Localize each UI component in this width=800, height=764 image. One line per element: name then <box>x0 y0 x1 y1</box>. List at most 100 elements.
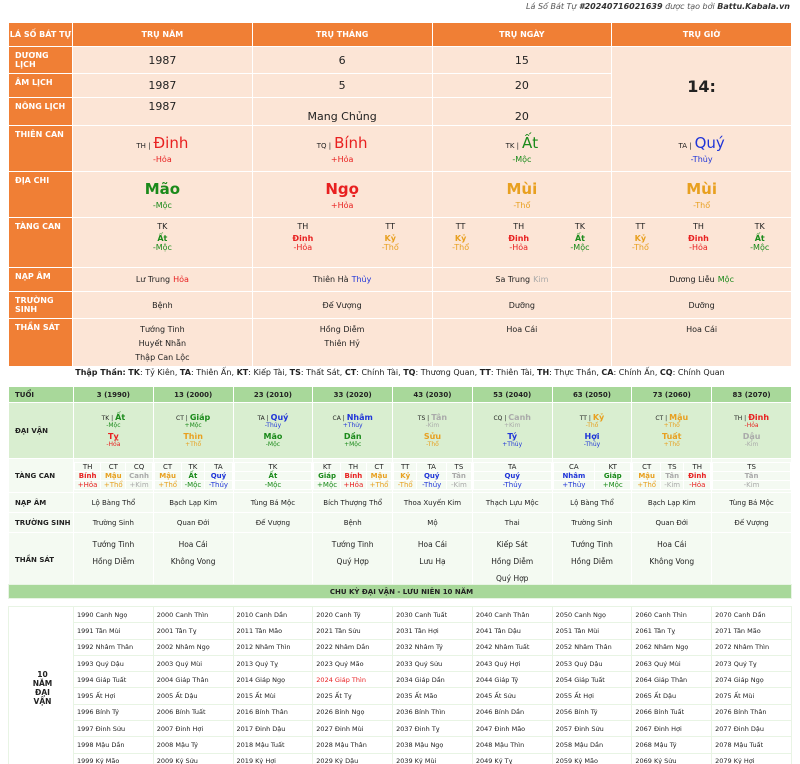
credit-site[interactable]: Battu.Kabala.vn <box>717 2 790 11</box>
chu-ky-year-cell: 2065 Ất Dậu <box>631 687 713 705</box>
chu-ky-year-cell: 2034 Giáp Dần <box>392 671 473 689</box>
dv-tc-tag: CT <box>632 461 661 472</box>
dv-tc-element: +Mộc <box>594 479 632 490</box>
credit-line: Lá Số Bát Tự #20240716021639 được tạo bở… <box>526 2 790 11</box>
dv-tc-name: Kỷ <box>393 470 418 481</box>
chu-ky-year-cell: 2035 Ất Mão <box>392 687 473 705</box>
dai-van-can: Giáp <box>189 413 211 422</box>
thien-can-cell: TK | Ất -Mộc <box>431 125 613 172</box>
tang-can-tag: TK <box>157 222 168 231</box>
dv-than-sat-cell: Hoa Cái Không Vong <box>631 532 713 588</box>
dia-chi-element: -Mộc <box>152 200 172 210</box>
dv-tc-els: -Kim <box>712 479 791 490</box>
chu-ky-year-cell: 2019 Kỷ Hợi <box>232 752 314 764</box>
tang-can-element: -Hỏa <box>293 243 313 252</box>
dai-van-can-tag: CT | <box>176 415 188 422</box>
dv-tc-tags: CT TK TA <box>153 461 233 472</box>
tang-can-elements: -Hỏa -Thổ <box>255 243 430 252</box>
chu-ky-year-cell: 2015 Ất Mùi <box>232 687 314 705</box>
chu-ky-year-cell: 2061 Tân Tỵ <box>631 622 713 640</box>
legend-key: CA <box>601 368 614 377</box>
than-sat-item: Thiên Hỷ <box>324 339 360 348</box>
tuoi-cell: 13 (2000) <box>152 386 234 403</box>
dv-tc-name: Bính <box>73 470 102 481</box>
tang-can-name: Đinh <box>292 234 314 243</box>
tang-can-element: -Thổ <box>631 243 649 252</box>
chu-ky-year-cell: 2046 Bính Dần <box>471 703 553 722</box>
legend-label: Thập Thần: <box>75 368 126 377</box>
dv-tc-tags: TS <box>712 461 791 472</box>
chu-ky-year-cell: 2009 Kỷ Sửu <box>152 752 234 764</box>
nap-am-text: Dương Liễu <box>669 275 715 284</box>
dv-tc-element: +Hỏa <box>73 479 102 490</box>
tang-can-tag: TT <box>635 222 646 231</box>
dv-than-sat-cell: Tướng Tinh Quý Hợp <box>312 532 394 588</box>
row-label-tang-can: TÀNG CAN <box>8 217 73 268</box>
thien-can-name: Bính <box>334 134 368 152</box>
dia-chi-element: +Hỏa <box>330 200 354 210</box>
dv-truong-sinh-cell: Trường Sinh <box>73 512 154 533</box>
dai-van-chi: Sửu <box>423 432 442 441</box>
dai-van-cell: TS | Tân -Kim Sửu -Thổ <box>392 402 473 459</box>
legend-value: Thực Thần <box>554 368 597 377</box>
dv-tc-element: +Thổ <box>153 479 182 490</box>
dv-tc-names: Nhâm Giáp <box>552 470 632 481</box>
nap-am-cell: Dương Liễu Mộc <box>611 267 792 292</box>
dv-truong-sinh-cell: Trường Sinh <box>551 512 633 533</box>
dv-tc-name: Bính <box>339 470 367 481</box>
dv-tc-tag: TH <box>339 461 367 472</box>
tang-can-tag: TK <box>754 222 765 231</box>
chu-ky-year-cell: 2031 Tân Hợi <box>392 622 473 640</box>
chu-ky-row: 1992 Nhâm Thân 2002 Nhâm Ngọ 2012 Nhâm Thì… <box>9 638 792 656</box>
chu-ky-year-cell: 1995 Ất Hợi <box>73 687 154 705</box>
dv-than-sat-item: Quý Hợp <box>336 557 369 566</box>
dai-van-can-tag: TH | <box>734 415 747 422</box>
tang-can-cell: TT TH TK Kỷ Đinh Ất -Thổ -Hỏa -Mộc <box>431 217 613 268</box>
dai-van-can-element: -Mộc <box>106 422 121 429</box>
chu-ky-spacer <box>9 599 792 607</box>
tuoi-row: TUỔI 3 (1990) 13 (2000) 23 (2010) 33 (2020) 4… <box>8 386 792 403</box>
tang-can-element: -Thổ <box>381 243 399 252</box>
dai-van-can-tag: TK | <box>101 415 114 422</box>
dai-van-can-tag: TT | <box>579 415 591 422</box>
dai-van-cell: CA | Nhâm +Thủy Dần +Mộc <box>312 402 394 459</box>
dai-van-can-element: -Thủy <box>264 422 282 429</box>
thien-can-name: Ất <box>522 134 539 152</box>
thien-can-element: -Thủy <box>690 155 713 164</box>
chu-ky-side-word: NĂM <box>32 678 53 688</box>
tang-can-element: -Mộc <box>750 243 770 252</box>
dai-van-chi: Mão <box>263 432 283 441</box>
dv-tc-name: Mậu <box>365 470 393 481</box>
row-label-am-lich: ÂM LỊCH <box>8 73 73 98</box>
tuoi-label: TUỔI <box>8 386 74 403</box>
chu-ky-row: 1991 Tân Mùi 2001 Tân Tỵ 2011 Tân Mão 2021 … <box>9 622 792 640</box>
tang-can-elements: -Thổ -Hỏa -Mộc <box>435 243 610 252</box>
dia-chi-cell: Mùi -Thổ <box>431 171 613 218</box>
duong-lich-month: 6 <box>251 46 433 74</box>
dv-tc-els: +Mộc +Hỏa +Thổ <box>313 479 393 490</box>
duong-lich-day: 15 <box>431 46 613 74</box>
dai-van-cell: TH | Đinh -Hỏa Dậu -Kim <box>711 402 792 459</box>
than-sat-item: Thập Can Lộc <box>135 353 190 362</box>
legend-value: Thất Sát <box>306 368 340 377</box>
truong-sinh-cell: Dưỡng <box>431 291 613 319</box>
dv-tc-element: +Thổ <box>632 479 661 490</box>
chu-ky-year-cell: 2024 Giáp Thìn <box>312 671 394 689</box>
legend-value: Thương Quan <box>420 368 475 377</box>
nap-am-element: Kim <box>533 275 549 284</box>
legend-key: TA <box>179 368 191 377</box>
legend-value: Chính Tài <box>361 368 399 377</box>
dv-tang-can-inner: CA KT Nhâm Giáp +Thủy +Mộc <box>552 461 632 490</box>
chu-ky-year-cell: 2012 Nhâm Thìn <box>232 638 314 656</box>
nong-lich-month: Mang Chủng <box>251 97 433 126</box>
dai-van-can: Kỷ <box>592 413 605 422</box>
dv-tc-tags: CA KT <box>552 461 632 472</box>
dv-tc-names: Tân <box>712 470 791 481</box>
dv-than-sat-item: Hồng Diễm <box>571 557 613 566</box>
dv-tang-can-row: TÀNG CAN TH CT CQ Bính Mậu Canh +Hỏa +Thổ +Kim CT T… <box>8 458 792 493</box>
chu-ky-year-cell: 2026 Bính Ngọ <box>312 703 394 722</box>
tang-can-element: -Mộc <box>152 243 172 252</box>
thien-can-tag: TA | <box>678 142 692 150</box>
hour-value: 14: <box>611 46 792 126</box>
dv-tang-can-inner: TT TA TS Kỷ Quý Tân -Thổ -Thủy -Kim <box>393 461 472 490</box>
